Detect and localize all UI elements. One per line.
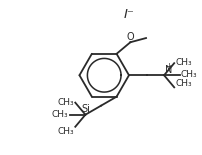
Text: CH₃: CH₃	[181, 70, 198, 79]
Text: Si: Si	[81, 104, 90, 114]
Text: CH₃: CH₃	[58, 127, 74, 136]
Text: +: +	[165, 62, 171, 71]
Text: CH₃: CH₃	[175, 58, 192, 67]
Text: CH₃: CH₃	[175, 79, 192, 88]
Text: CH₃: CH₃	[52, 110, 68, 119]
Text: N: N	[164, 65, 172, 75]
Text: I⁻: I⁻	[124, 8, 134, 21]
Text: O: O	[127, 32, 134, 42]
Text: CH₃: CH₃	[58, 98, 74, 107]
